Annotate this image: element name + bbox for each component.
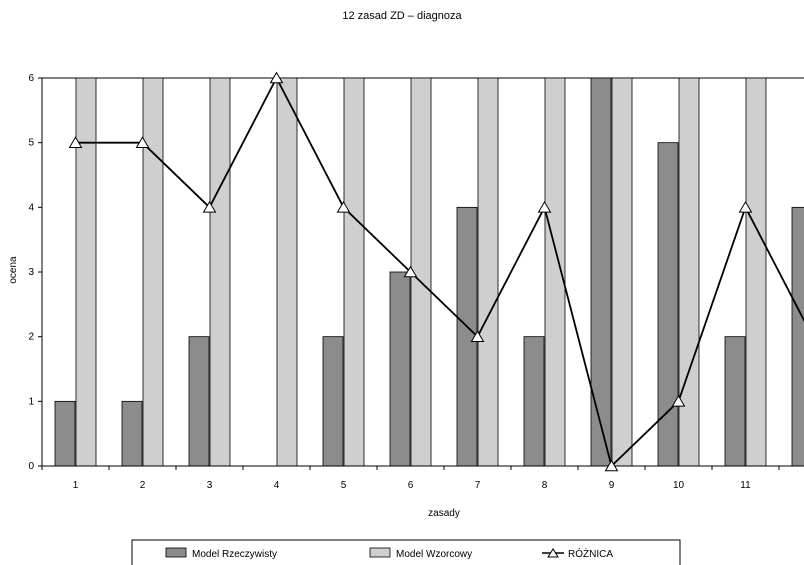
x-tick-label: 11	[740, 480, 751, 491]
bar-rzeczywisty	[121, 400, 143, 467]
bar-rzeczywisty	[791, 206, 804, 467]
marker-roznica	[202, 200, 217, 213]
y-tick-label: 4	[28, 202, 34, 213]
legend-swatch-wzorcowy	[369, 547, 391, 558]
legend: Model Rzeczywisty Model Wzorcowy RÓŻNICA	[131, 539, 681, 565]
bar-rzeczywisty	[322, 336, 344, 467]
legend-marker-roznica	[547, 548, 559, 558]
x-tick-label: 1	[73, 480, 79, 491]
legend-label-wzorcowy: Model Wzorcowy	[396, 549, 472, 560]
legend-label-rzeczywisty: Model Rzeczywisty	[192, 549, 277, 560]
x-tick-label: 3	[207, 480, 213, 491]
x-tick-label: 8	[542, 480, 548, 491]
line-roznica	[75, 76, 804, 468]
bar-rzeczywisty	[389, 271, 411, 467]
legend-label-roznica: RÓŻNICA	[568, 547, 613, 560]
marker-roznica	[336, 200, 351, 213]
y-tick-label: 6	[28, 73, 34, 84]
marker-roznica	[604, 459, 619, 472]
plot-area: 0123456123456789101112	[28, 71, 804, 491]
y-tick-label: 1	[28, 396, 34, 407]
bar-wzorcowy	[276, 77, 298, 467]
x-tick-label: 10	[673, 480, 685, 491]
x-tick-label: 9	[609, 480, 615, 491]
x-tick-label: 2	[140, 480, 146, 491]
x-axis-title: zasady	[428, 508, 460, 519]
bar-rzeczywisty	[590, 77, 612, 467]
bar-wzorcowy	[209, 77, 231, 467]
marker-roznica	[738, 200, 753, 213]
bar-rzeczywisty	[523, 336, 545, 467]
bar-wzorcowy	[477, 77, 499, 467]
marker-roznica	[403, 265, 418, 278]
bar-wzorcowy	[75, 77, 97, 467]
x-tick-label: 6	[408, 480, 414, 491]
y-tick-label: 3	[28, 267, 34, 278]
y-tick-label: 0	[28, 461, 34, 472]
legend-frame	[131, 539, 681, 565]
marker-roznica	[470, 330, 485, 342]
marker-roznica	[671, 394, 686, 407]
bar-wzorcowy	[142, 77, 164, 467]
x-tick-label: 5	[341, 480, 347, 491]
legend-swatch-rzeczywisty	[165, 547, 187, 558]
bar-rzeczywisty	[54, 400, 76, 467]
x-tick-label: 7	[475, 480, 481, 491]
marker-roznica	[68, 136, 83, 148]
bar-wzorcowy	[678, 77, 700, 467]
bar-wzorcowy	[343, 77, 365, 467]
marker-roznica	[135, 136, 150, 148]
bar-rzeczywisty	[724, 336, 746, 467]
y-axis-title: ocena	[8, 256, 19, 284]
bar-wzorcowy	[745, 77, 767, 467]
y-tick-label: 5	[28, 138, 34, 149]
bar-rzeczywisty	[188, 336, 210, 467]
chart-title: 12 zasad ZD – diagnoza	[342, 10, 462, 22]
x-tick-label: 4	[274, 480, 280, 491]
y-tick-label: 2	[28, 332, 34, 343]
bar-wzorcowy	[611, 77, 633, 467]
marker-roznica	[269, 71, 284, 84]
marker-roznica	[537, 200, 552, 213]
